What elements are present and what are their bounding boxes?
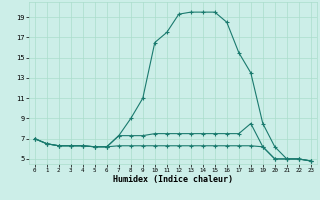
X-axis label: Humidex (Indice chaleur): Humidex (Indice chaleur): [113, 175, 233, 184]
